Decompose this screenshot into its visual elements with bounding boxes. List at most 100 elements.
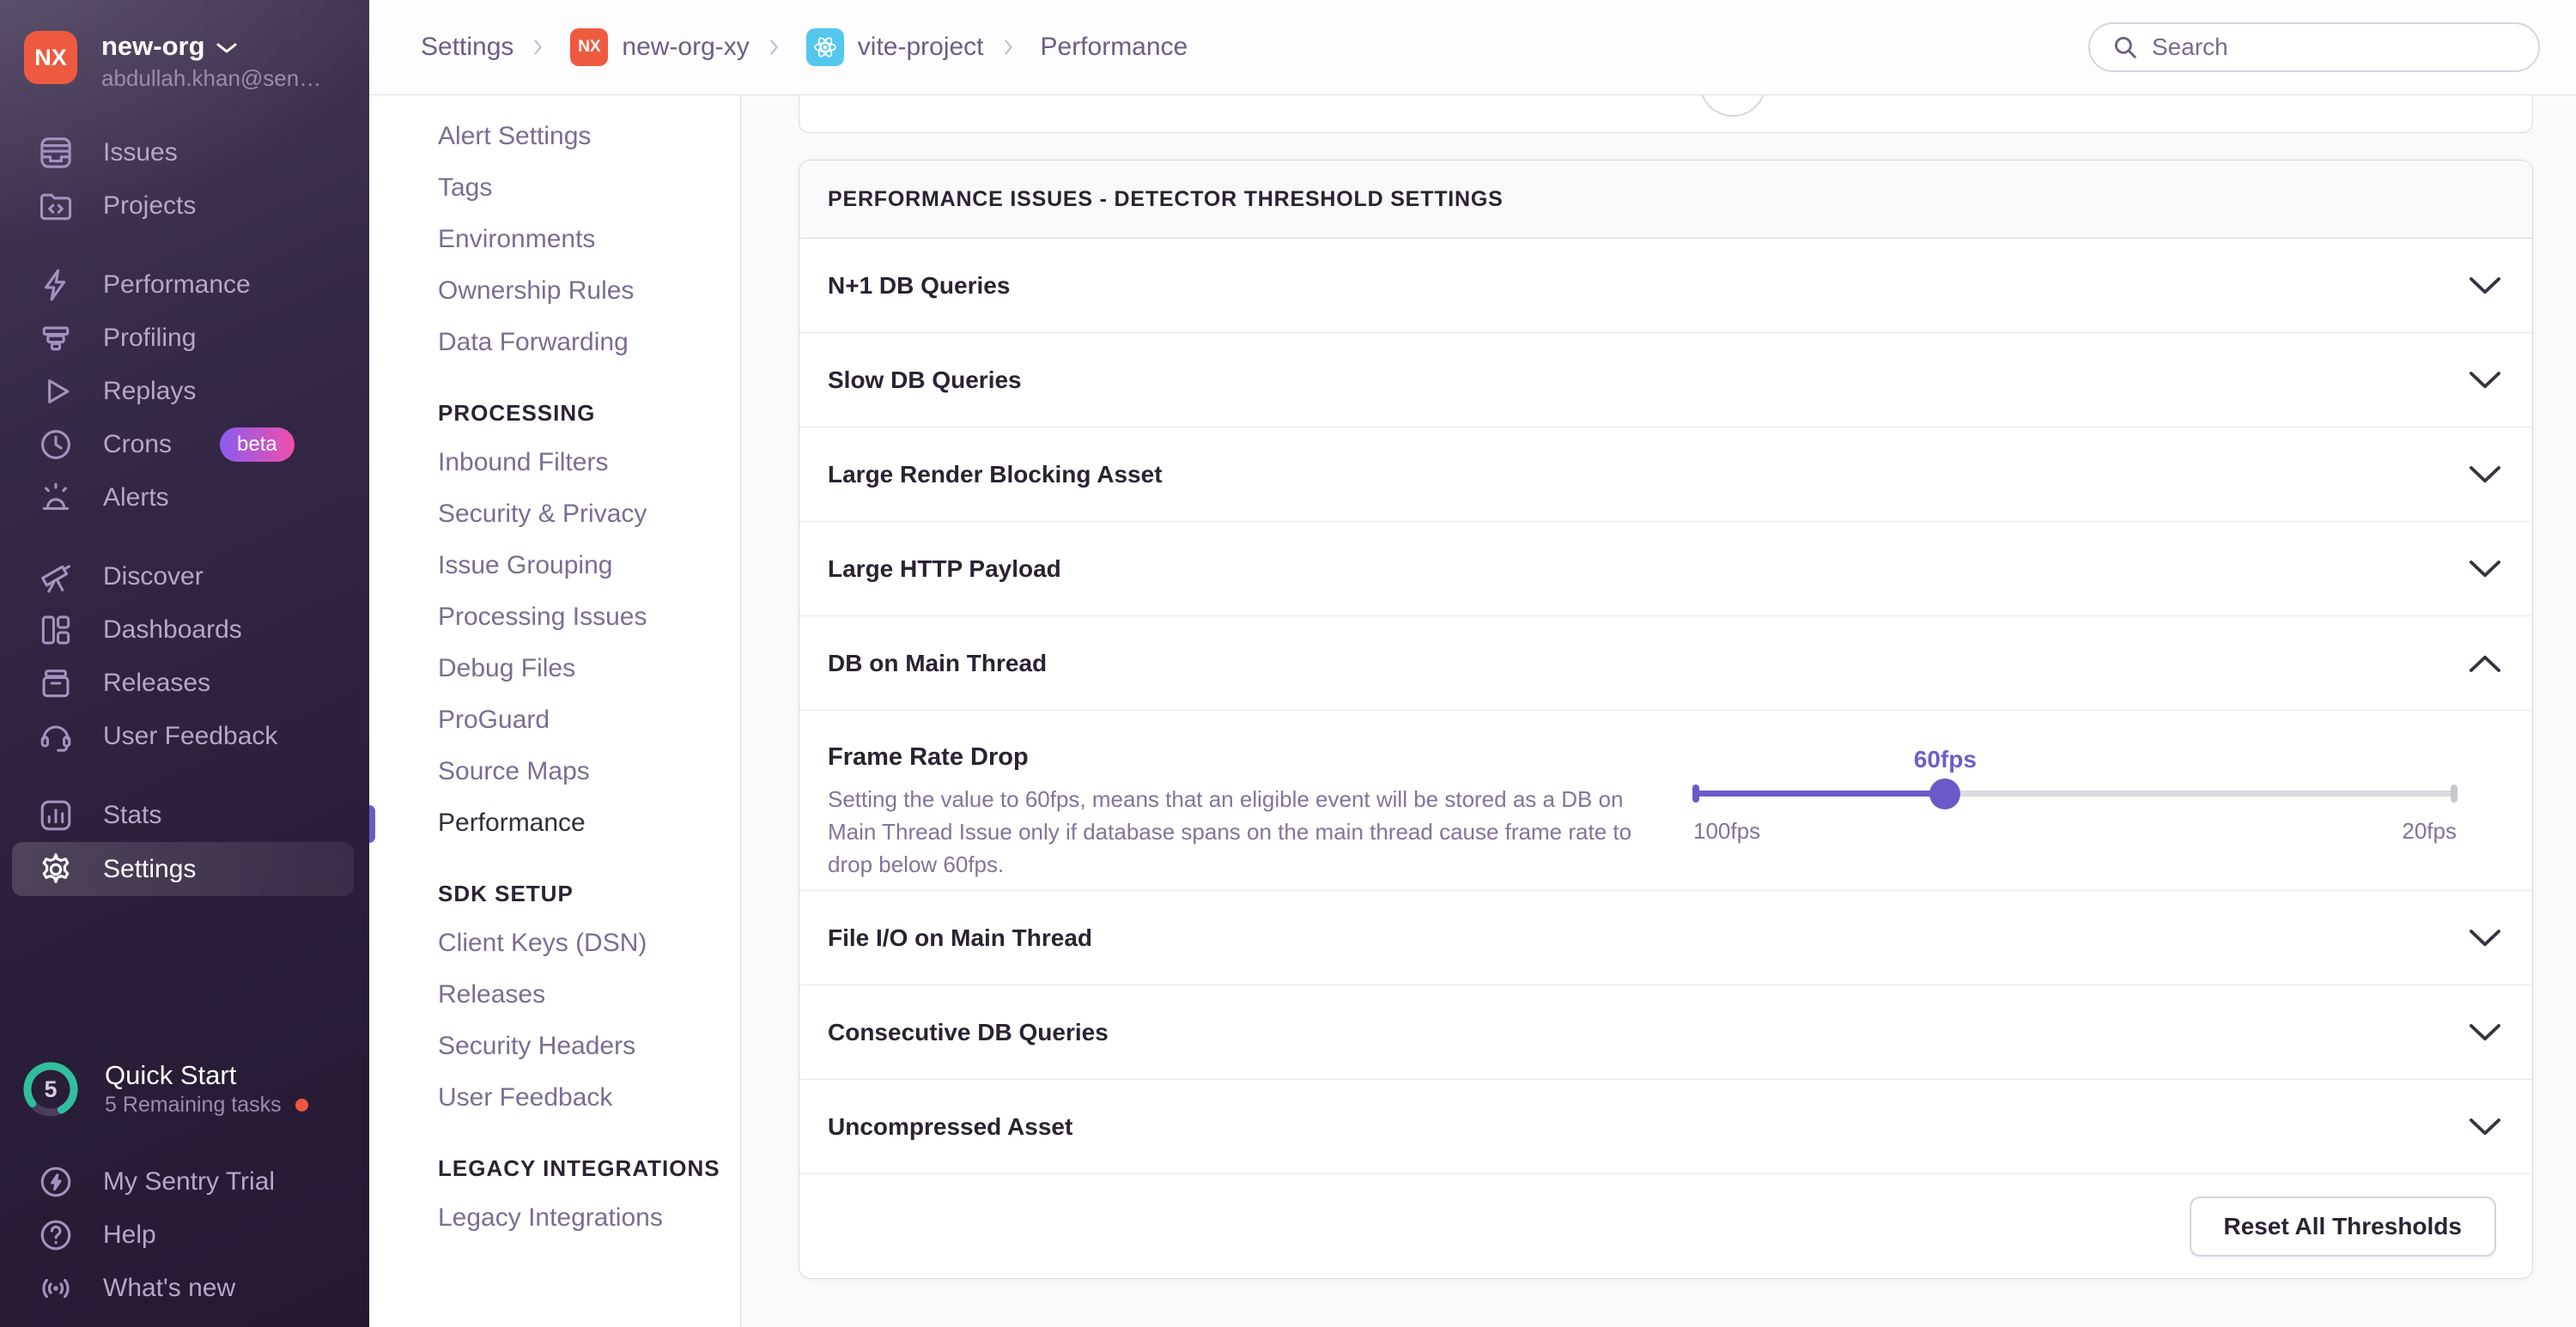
org-switcher[interactable]: NX new-org abdullah.khan@sen… — [0, 0, 369, 93]
top-header: Settings NX new-org-xy vite-project Performa… — [369, 0, 2576, 95]
settings-nav-performance[interactable]: Performance — [363, 797, 740, 849]
reset-all-thresholds-button[interactable]: Reset All Thresholds — [2189, 1197, 2496, 1257]
accordion-row-file-i-o-on-main-thread[interactable]: File I/O on Main Thread — [799, 891, 2532, 985]
settings-section-header-processing: PROCESSING — [438, 399, 596, 426]
slider-thumb[interactable] — [1929, 778, 1961, 809]
settings-nav-label: Tags — [438, 173, 493, 202]
settings-nav-label: Inbound Filters — [438, 448, 609, 476]
settings-nav-inbound-filters[interactable]: Inbound Filters — [369, 437, 740, 488]
settings-nav-label: Legacy Integrations — [438, 1203, 663, 1232]
sidebar-item-releases[interactable]: Releases — [0, 657, 369, 710]
settings-nav-ownership-rules[interactable]: Ownership Rules — [369, 265, 740, 317]
settings-nav-tags[interactable]: Tags — [369, 162, 740, 214]
settings-nav-data-forwarding[interactable]: Data Forwarding — [369, 317, 740, 368]
crons-icon — [36, 425, 76, 464]
breadcrumb-performance[interactable]: Performance — [1041, 33, 1188, 62]
slider-track[interactable] — [1692, 778, 2458, 809]
sidebar-item-settings[interactable]: Settings — [12, 842, 354, 896]
projects-icon — [36, 186, 76, 226]
sidebar-item-performance[interactable]: Performance — [0, 258, 369, 312]
sidebar-item-label: Issues — [103, 138, 178, 167]
sidebar-item-label: Settings — [103, 854, 197, 883]
issues-icon — [36, 133, 76, 173]
chevron-down-icon — [2469, 1118, 2501, 1136]
sidebar-item-projects[interactable]: Projects — [0, 179, 369, 233]
profiling-icon — [36, 318, 76, 358]
breadcrumb-vite-project[interactable]: vite-project — [805, 28, 984, 66]
frame-rate-slider: 60fps 100fps 20fps — [1692, 745, 2458, 865]
quick-start-progress-ring: 5 — [22, 1061, 79, 1118]
settings-nav-processing-issues[interactable]: Processing Issues — [369, 591, 740, 643]
chevron-down-icon — [2469, 560, 2501, 579]
settings-nav-label: Data Forwarding — [438, 328, 629, 356]
slider-fill — [1693, 791, 1946, 797]
accordion-row-label: Consecutive DB Queries — [828, 1018, 1109, 1045]
sidebar-footer-items: My Sentry Trial Help What's new — [0, 1155, 369, 1315]
notification-dot — [295, 1098, 308, 1112]
settings-nav-alert-settings[interactable]: Alert Settings — [369, 111, 740, 162]
settings-nav-security-privacy[interactable]: Security & Privacy — [369, 488, 740, 540]
breadcrumb: Settings NX new-org-xy vite-project Performa… — [421, 28, 1188, 66]
settings-nav-debug-files[interactable]: Debug Files — [369, 643, 740, 694]
sidebar-item-what-s-new[interactable]: What's new — [0, 1262, 369, 1315]
settings-nav-label: Security & Privacy — [438, 500, 647, 528]
accordion-row-label: Large HTTP Payload — [828, 554, 1061, 582]
settings-nav-label: Processing Issues — [438, 603, 647, 631]
search-box[interactable] — [2088, 22, 2540, 72]
settings-nav-label: Security Headers — [438, 1032, 636, 1060]
settings-nav-environments[interactable]: Environments — [369, 214, 740, 265]
accordion-row-consecutive-db-queries[interactable]: Consecutive DB Queries — [799, 985, 2532, 1080]
sidebar-item-label: Alerts — [103, 483, 169, 512]
accordion-row-slow-db-queries[interactable]: Slow DB Queries — [799, 333, 2532, 427]
settings-nav-source-maps[interactable]: Source Maps — [369, 746, 740, 797]
settings-nav-user-feedback[interactable]: User Feedback — [369, 1072, 740, 1124]
frame-rate-drop-description: Setting the value to 60fps, means that a… — [828, 786, 1632, 877]
accordion-row-db-on-main-thread[interactable]: DB on Main Thread — [799, 616, 2532, 711]
chevron-up-icon — [2469, 654, 2501, 673]
breadcrumb-settings[interactable]: Settings — [421, 33, 513, 62]
accordion-row-large-render-blocking-asset[interactable]: Large Render Blocking Asset — [799, 427, 2532, 522]
quick-start[interactable]: 5 Quick Start 5 Remaining tasks — [0, 1052, 369, 1126]
settings-section-header-legacy-integrations: LEGACY INTEGRATIONS — [438, 1154, 720, 1181]
settings-nav-releases[interactable]: Releases — [369, 969, 740, 1021]
replays-icon — [36, 372, 76, 411]
sidebar-item-my-sentry-trial[interactable]: My Sentry Trial — [0, 1155, 369, 1209]
settings-nav-issue-grouping[interactable]: Issue Grouping — [369, 540, 740, 591]
sidebar-item-label: Crons — [103, 430, 173, 458]
sidebar-item-profiling[interactable]: Profiling — [0, 312, 369, 365]
sidebar-item-crons[interactable]: Crons beta — [0, 418, 369, 471]
slider-max-label: 20fps — [2402, 818, 2457, 844]
chevron-right-icon — [769, 38, 787, 57]
sidebar-item-discover[interactable]: Discover — [0, 550, 369, 603]
alerts-icon — [36, 478, 76, 518]
breadcrumb-new-org-xy[interactable]: NX new-org-xy — [570, 28, 750, 66]
accordion-row-large-http-payload[interactable]: Large HTTP Payload — [799, 522, 2532, 616]
sidebar-item-user-feedback[interactable]: User Feedback — [0, 710, 369, 763]
sidebar-item-issues[interactable]: Issues — [0, 126, 369, 179]
accordion-row-uncompressed-asset[interactable]: Uncompressed Asset — [799, 1080, 2532, 1174]
sidebar-item-replays[interactable]: Replays — [0, 365, 369, 418]
settings-nav-legacy-integrations[interactable]: Legacy Integrations — [369, 1192, 740, 1244]
accordion-row-n-1-db-queries[interactable]: N+1 DB Queries — [799, 239, 2532, 333]
sidebar-item-stats[interactable]: Stats — [0, 789, 369, 842]
slider-min-label: 100fps — [1693, 818, 1761, 844]
org-badge: NX — [570, 28, 609, 66]
frame-rate-drop-label: Frame Rate Drop — [828, 743, 1029, 771]
sidebar-item-label: Replays — [103, 377, 197, 405]
settings-nav-security-headers[interactable]: Security Headers — [369, 1021, 740, 1072]
accordion-row-label: Uncompressed Asset — [828, 1112, 1073, 1140]
accordion-row-label: Slow DB Queries — [828, 366, 1022, 393]
primary-sidebar: NX new-org abdullah.khan@sen… Issues Proj… — [0, 0, 369, 1327]
quick-start-count: 5 — [44, 1076, 58, 1102]
sidebar-item-dashboards[interactable]: Dashboards — [0, 603, 369, 657]
settings-nav-client-keys-dsn[interactable]: Client Keys (DSN) — [369, 918, 740, 969]
search-input[interactable] — [2152, 33, 2518, 61]
sidebar-item-alerts[interactable]: Alerts — [0, 471, 369, 524]
settings-nav-proguard[interactable]: ProGuard — [369, 694, 740, 746]
settings-nav-label: User Feedback — [438, 1083, 613, 1112]
sidebar-item-help[interactable]: Help — [0, 1209, 369, 1262]
nav-group: Issues Projects — [0, 126, 369, 233]
discover-icon — [36, 557, 76, 597]
slider-value-label: 60fps — [1913, 746, 1977, 773]
